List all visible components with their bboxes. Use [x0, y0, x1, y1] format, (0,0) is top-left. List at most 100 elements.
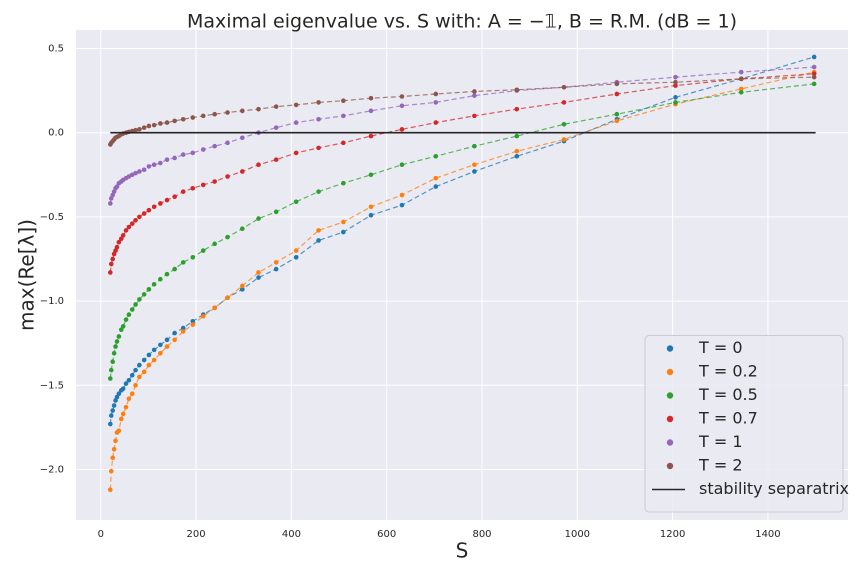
data-point	[172, 118, 177, 124]
data-point	[561, 121, 567, 127]
data-point	[133, 127, 138, 133]
data-point	[399, 162, 405, 168]
data-point	[614, 118, 620, 124]
data-point	[256, 275, 261, 280]
data-point	[141, 125, 147, 130]
series-line	[109, 76, 815, 145]
legend-marker	[666, 368, 674, 376]
data-point	[273, 209, 279, 215]
data-point	[240, 283, 245, 289]
data-point	[129, 221, 135, 226]
data-point	[368, 204, 374, 210]
data-point	[472, 93, 477, 98]
data-point	[738, 76, 744, 82]
x-tick-label: 200	[187, 529, 206, 540]
y-axis-label: max(Re[λ])	[15, 219, 39, 331]
data-point	[137, 127, 142, 132]
data-point	[341, 113, 346, 119]
legend-box	[644, 335, 844, 513]
data-point	[108, 413, 114, 418]
data-point	[293, 150, 299, 156]
data-point	[172, 194, 177, 200]
data-point	[240, 108, 245, 114]
data-point	[256, 162, 261, 168]
data-point	[811, 54, 817, 60]
x-tick-label: 800	[472, 529, 491, 540]
data-point	[273, 104, 279, 109]
data-point	[472, 162, 477, 168]
data-point	[108, 367, 114, 373]
legend-marker	[666, 462, 674, 470]
data-point	[673, 83, 678, 88]
data-point	[811, 64, 817, 70]
data-point	[673, 100, 678, 105]
data-point	[123, 381, 129, 386]
legend-marker	[666, 439, 674, 446]
data-point	[123, 404, 129, 410]
series-line	[109, 71, 815, 490]
data-point	[151, 357, 157, 363]
data-point	[114, 184, 120, 189]
data-point	[146, 123, 152, 129]
data-point	[200, 113, 206, 119]
data-point	[137, 297, 142, 302]
data-point	[133, 302, 138, 307]
data-point	[118, 416, 124, 422]
data-point	[341, 219, 346, 225]
data-point	[164, 197, 170, 203]
data-point	[118, 327, 124, 333]
data-point	[273, 157, 279, 162]
data-point	[399, 192, 405, 198]
data-point	[273, 260, 279, 265]
x-axis-label: S	[456, 539, 469, 563]
data-point	[316, 100, 321, 105]
data-point	[316, 116, 321, 122]
data-point	[433, 153, 439, 159]
data-point	[108, 201, 113, 206]
data-point	[472, 169, 477, 174]
data-point	[141, 211, 147, 216]
data-point	[129, 307, 135, 312]
data-point	[180, 329, 186, 334]
data-point	[137, 362, 142, 368]
data-point	[141, 357, 147, 363]
data-point	[116, 428, 122, 434]
data-point	[114, 339, 120, 344]
data-point	[614, 91, 620, 97]
data-point	[514, 148, 520, 154]
data-point	[118, 236, 124, 242]
data-point	[399, 94, 405, 99]
x-tick-label: 400	[282, 529, 301, 540]
data-point	[111, 446, 117, 452]
data-point	[673, 95, 678, 100]
data-point	[614, 81, 620, 87]
data-point	[341, 140, 346, 146]
data-point	[811, 74, 817, 80]
data-point	[180, 260, 186, 265]
data-point	[293, 255, 299, 260]
data-point	[146, 164, 152, 169]
data-point	[146, 287, 152, 292]
data-point	[368, 212, 374, 218]
data-point	[673, 74, 678, 80]
data-point	[200, 182, 206, 188]
data-point	[111, 403, 117, 408]
data-point	[472, 113, 477, 119]
data-point	[225, 110, 230, 115]
y-tick-label: −2.0	[40, 464, 64, 475]
data-point	[316, 228, 321, 233]
data-point	[190, 322, 196, 327]
data-point	[172, 266, 177, 272]
data-point	[472, 89, 477, 94]
data-point	[561, 100, 567, 105]
x-tick-label: 1200	[660, 529, 685, 540]
data-point	[433, 100, 439, 105]
data-point	[108, 421, 113, 427]
data-point	[126, 396, 132, 402]
data-point	[158, 342, 163, 348]
data-point	[341, 229, 346, 235]
data-point	[158, 350, 163, 356]
data-point	[225, 295, 230, 301]
data-point	[368, 108, 374, 114]
